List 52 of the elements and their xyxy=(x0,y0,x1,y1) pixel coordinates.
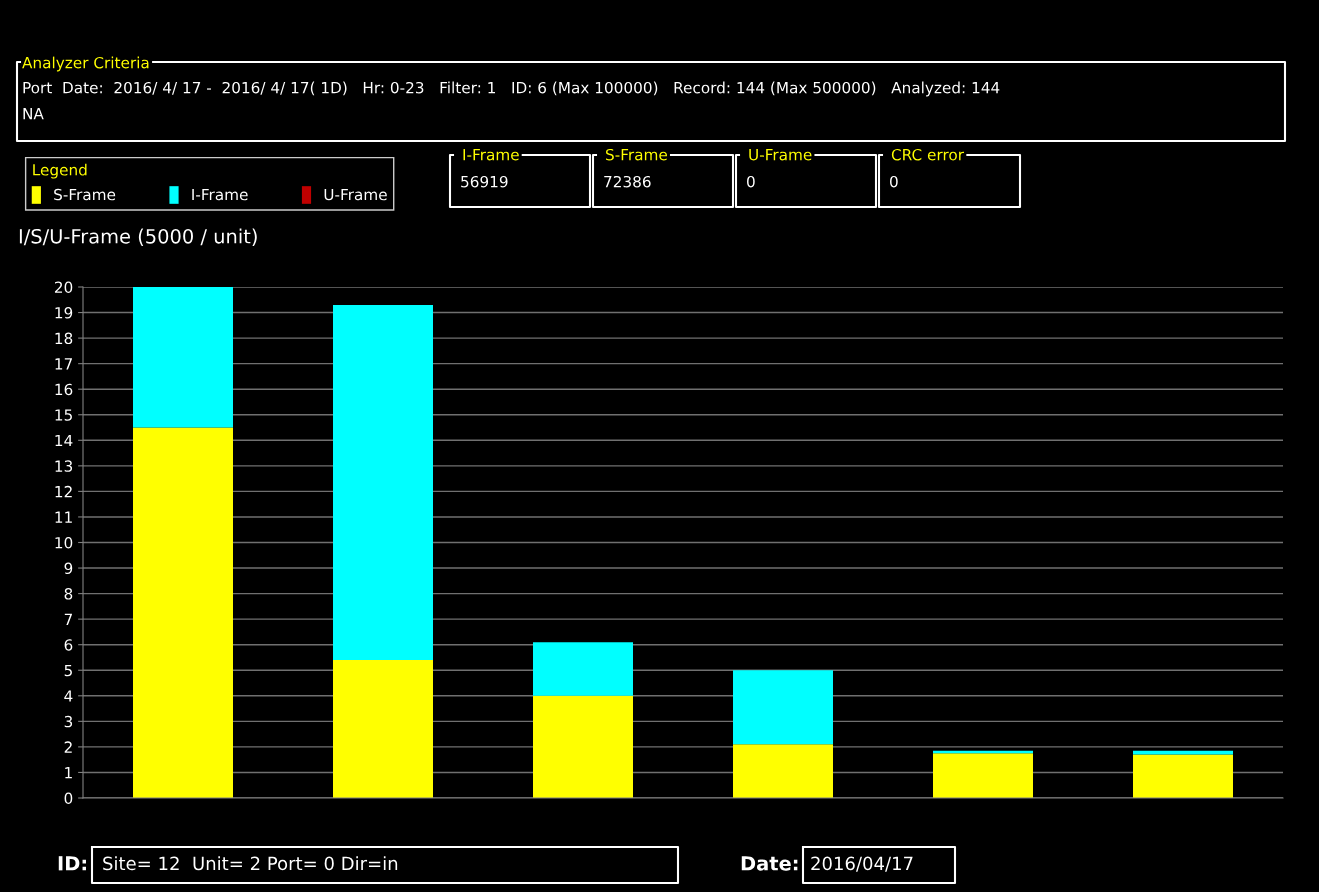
y-tick-label: 4 xyxy=(64,690,73,702)
y-tick-label: 12 xyxy=(55,485,72,498)
bar xyxy=(933,753,1033,798)
y-tick-label: 15 xyxy=(55,409,72,421)
bar xyxy=(333,304,433,661)
text: 2016/04/17 xyxy=(811,856,913,872)
text: I-Frame xyxy=(463,149,519,161)
y-tick-label: 13 xyxy=(55,460,73,472)
text: CRC error xyxy=(891,148,965,161)
y-tick-label: 19 xyxy=(55,307,73,319)
bar xyxy=(733,744,833,798)
y-tick-label: 17 xyxy=(55,358,72,370)
bar xyxy=(1133,754,1233,798)
bar xyxy=(533,642,633,696)
y-tick-label: 8 xyxy=(64,588,73,600)
bar xyxy=(133,427,233,798)
text: 0 xyxy=(890,175,898,188)
y-tick-label: 7 xyxy=(64,613,72,625)
legend-label: U-Frame xyxy=(324,188,387,201)
y-tick-label: 14 xyxy=(55,434,73,447)
y-tick-label: 9 xyxy=(64,562,73,575)
y-tick-label: 5 xyxy=(64,664,72,677)
y-tick-label: 11 xyxy=(55,511,72,523)
text: NA xyxy=(23,108,44,120)
y-tick-label: 20 xyxy=(54,281,73,294)
y-tick-label: 10 xyxy=(55,536,73,549)
bar xyxy=(133,287,233,428)
y-tick-label: 2 xyxy=(64,741,72,753)
text: ID: xyxy=(58,856,86,871)
bar xyxy=(533,695,633,798)
y-tick-label: 18 xyxy=(55,332,73,345)
bar xyxy=(333,660,433,798)
text: S-Frame xyxy=(606,148,667,161)
text: Port Date: 2016/ 4/ 17 - 2016/ 4/ 17( 1D) Hr: 0-23 Filter: 1 ID: 6 (Max 100000) Record: 144 (Max 500000) Analyzed: 144 xyxy=(23,81,1000,97)
text: Analyzer Criteria xyxy=(22,56,149,72)
legend-label: I-Frame xyxy=(192,188,248,201)
legend-title: Legend xyxy=(33,163,87,179)
text: Date: xyxy=(741,856,798,871)
chart-title: I/S/U-Frame (5000 / unit) xyxy=(19,228,257,246)
text: 0 xyxy=(747,175,755,188)
y-tick-label: 16 xyxy=(55,383,73,396)
y-tick-label: 1 xyxy=(65,767,72,779)
text: 72386 xyxy=(604,175,651,188)
text: 56919 xyxy=(461,175,508,188)
y-tick-label: 3 xyxy=(64,715,73,728)
y-tick-label: 6 xyxy=(64,639,73,651)
text: Site= 12 Unit= 2 Port= 0 Dir=in xyxy=(103,856,398,871)
bar xyxy=(1133,750,1233,755)
y-tick-label: 0 xyxy=(64,792,73,805)
legend-label: S-Frame xyxy=(54,188,116,201)
bar xyxy=(733,670,833,745)
text: U-Frame xyxy=(749,149,812,161)
